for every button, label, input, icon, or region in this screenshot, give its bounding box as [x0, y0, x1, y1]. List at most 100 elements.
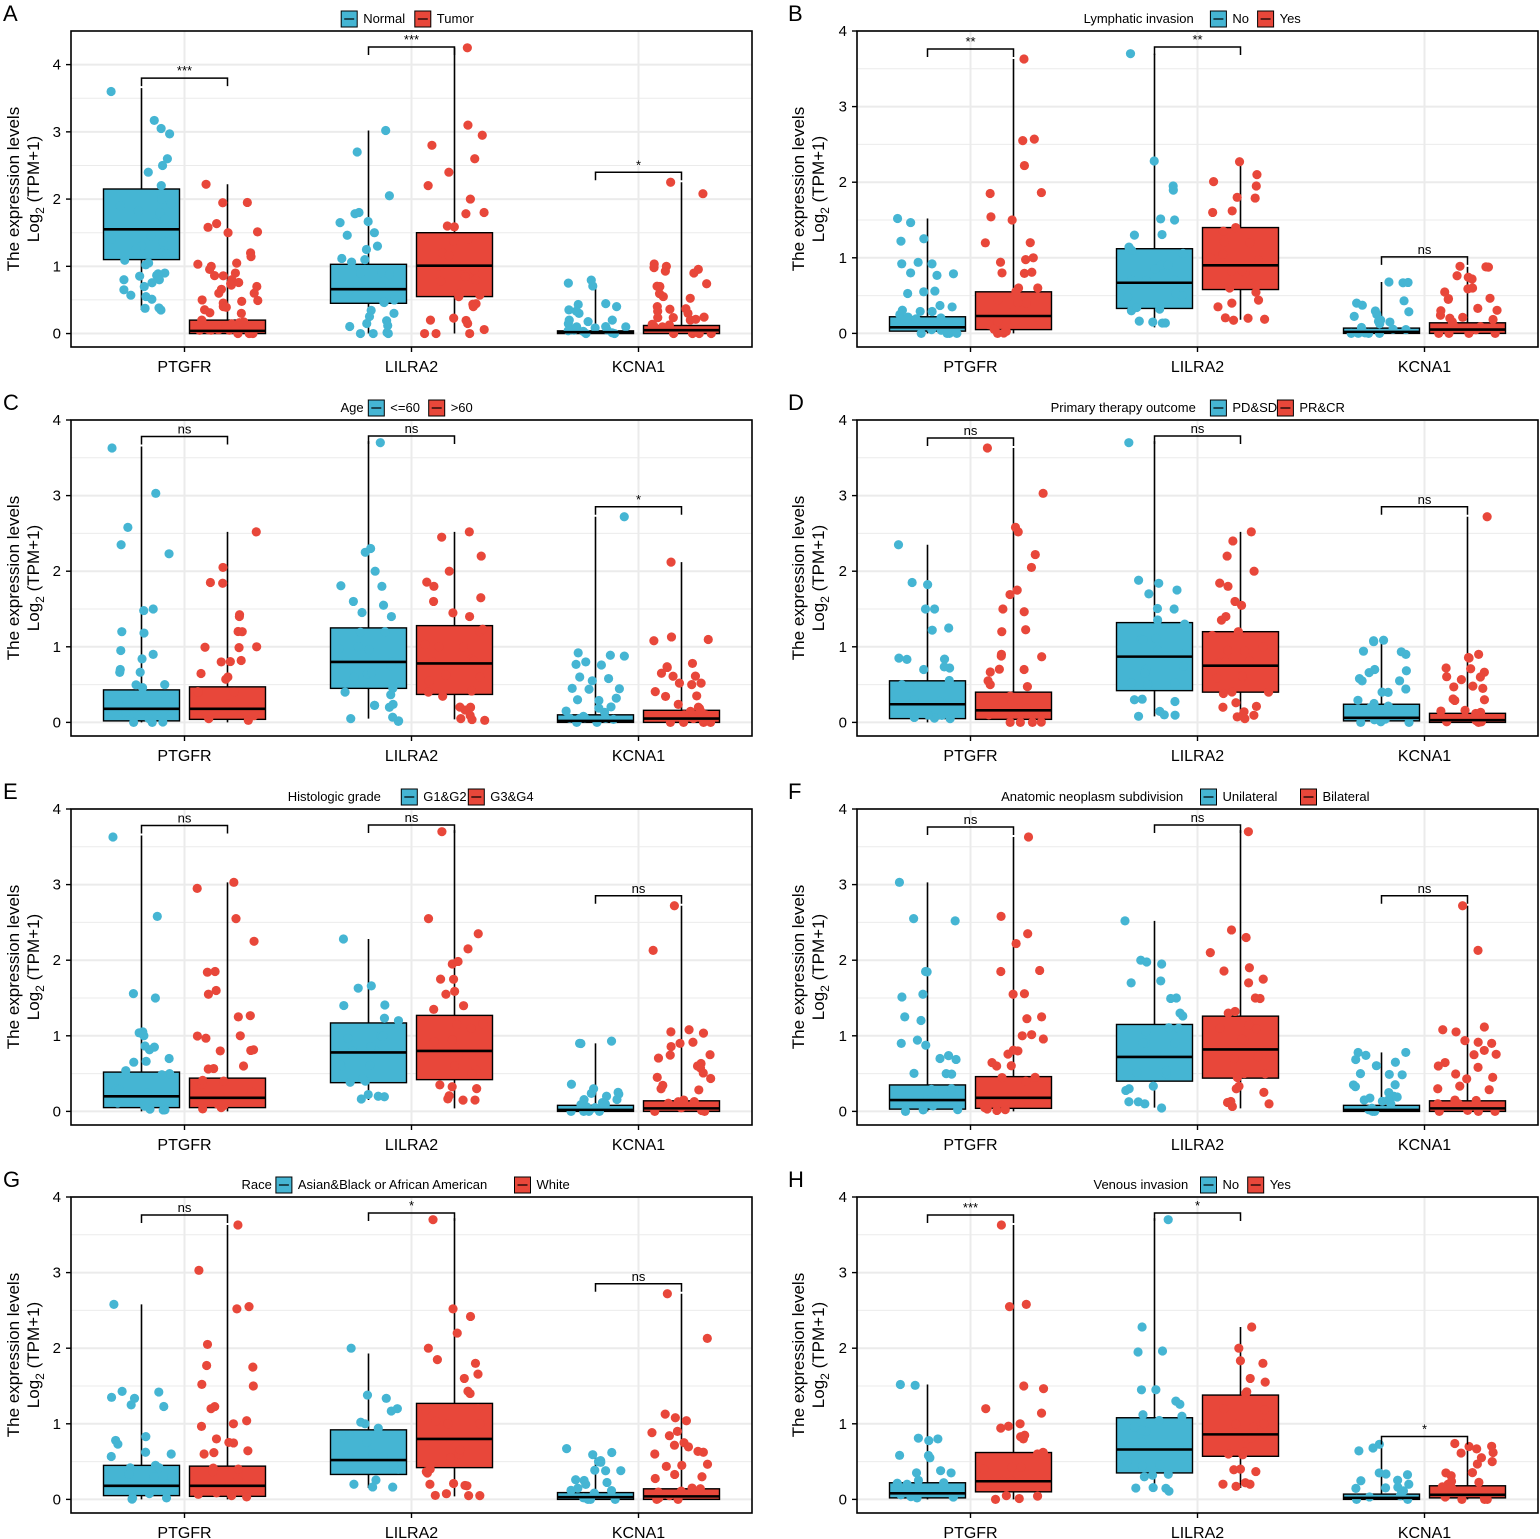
significance-bracket [926, 826, 1015, 835]
y-tick-label: 2 [53, 563, 61, 580]
data-point [435, 1080, 445, 1090]
data-point [612, 1094, 622, 1105]
data-point [1038, 1034, 1048, 1044]
panel-e: ns ns ns 0 1 2 3 4 PTGFR LILRA2 KCNA1 The expressio… [3, 779, 753, 1154]
data-point [1021, 1076, 1031, 1086]
significance-bracket [1380, 895, 1469, 904]
data-point [126, 290, 136, 300]
data-point [916, 328, 926, 338]
data-point [1394, 676, 1405, 686]
data-point [1244, 1020, 1254, 1030]
data-point [463, 120, 473, 130]
data-point [1226, 266, 1237, 276]
data-point [363, 216, 373, 227]
data-point [218, 578, 228, 588]
data-point [602, 1477, 612, 1488]
data-point [1456, 675, 1466, 685]
significance-label: * [1422, 1421, 1427, 1436]
significance-bracket [367, 46, 456, 55]
data-point [1151, 633, 1161, 644]
data-point [909, 914, 919, 924]
data-point [1378, 635, 1389, 645]
data-point [1463, 652, 1474, 663]
data-point [462, 43, 472, 53]
data-point [581, 1479, 591, 1490]
data-point [1174, 1023, 1184, 1033]
data-point [364, 311, 375, 322]
data-point [690, 671, 701, 681]
x-tick-label: PTGFR [943, 748, 997, 765]
data-point [252, 227, 263, 237]
data-point [211, 1434, 222, 1444]
data-point [563, 326, 573, 336]
data-point [987, 1058, 997, 1068]
data-point [614, 684, 624, 694]
y-tick-label: 2 [53, 1340, 61, 1357]
data-point [1133, 711, 1144, 721]
data-point [1038, 1384, 1049, 1394]
data-point [583, 316, 593, 327]
data-point [665, 717, 676, 727]
data-point [453, 956, 463, 967]
data-point [198, 1104, 208, 1114]
data-point [696, 707, 706, 717]
box-lilra2-group1 [1115, 1215, 1194, 1496]
data-point [927, 306, 937, 317]
data-point [424, 676, 434, 686]
data-point [693, 1446, 703, 1456]
data-point [919, 234, 929, 244]
data-point [160, 214, 170, 224]
data-point [1232, 712, 1242, 722]
data-point [1225, 283, 1235, 293]
data-point [1005, 589, 1015, 600]
data-point [1460, 1036, 1470, 1046]
y-tick-label: 2 [839, 563, 847, 580]
data-point [1479, 1045, 1489, 1056]
data-point [458, 1001, 469, 1011]
data-point [607, 315, 617, 325]
data-point [1482, 512, 1492, 522]
data-point [1218, 702, 1228, 712]
data-point [681, 1416, 692, 1426]
data-point [1453, 1099, 1464, 1109]
data-point [232, 1304, 242, 1314]
data-point [208, 1466, 218, 1477]
data-point [1471, 1095, 1481, 1106]
data-point [346, 1343, 356, 1353]
data-point [611, 693, 621, 703]
data-point [1357, 300, 1367, 310]
data-point [135, 271, 145, 281]
data-point [369, 700, 380, 710]
y-axis-subtitle: Log2 (TPM+1) [24, 914, 47, 1020]
data-point [423, 181, 433, 191]
data-point [584, 1106, 594, 1116]
significance-label: * [409, 1198, 414, 1213]
data-point [379, 297, 389, 308]
data-point [998, 604, 1008, 614]
data-point [154, 1463, 164, 1473]
data-point [237, 296, 247, 307]
data-point [947, 302, 957, 312]
data-point [619, 651, 629, 661]
data-point [437, 532, 447, 542]
significance-bracket [926, 1214, 1015, 1223]
data-point [1027, 1030, 1037, 1040]
data-point [428, 596, 439, 607]
data-point [1027, 267, 1037, 277]
data-point [930, 286, 940, 296]
data-point [1396, 647, 1406, 657]
data-point [692, 691, 702, 701]
data-point [384, 191, 394, 201]
data-point [449, 1061, 460, 1071]
data-point [650, 687, 660, 697]
data-point [927, 625, 937, 635]
data-point [705, 717, 716, 727]
box-ptgfr-group2 [188, 179, 267, 339]
data-point [205, 264, 215, 275]
data-point [980, 238, 990, 248]
data-point [1019, 1381, 1029, 1391]
y-tick-label: 4 [839, 412, 847, 429]
data-point [129, 717, 139, 727]
y-axis-title: The expression levels [789, 496, 808, 660]
data-point [1208, 177, 1219, 187]
